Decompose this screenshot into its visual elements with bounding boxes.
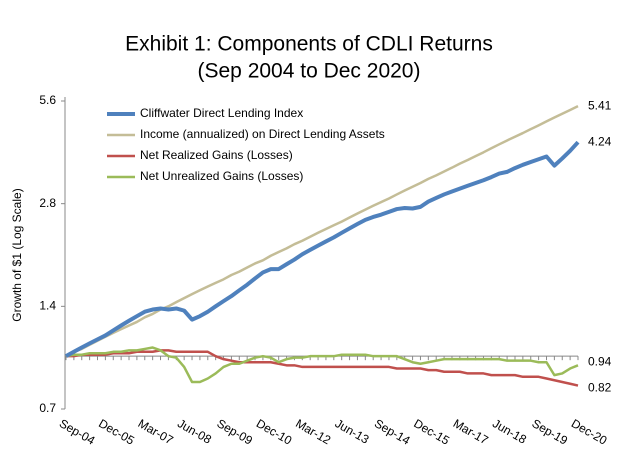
line-series	[65, 104, 579, 358]
x-tick-label: Sep-14	[372, 416, 413, 448]
x-tick-label: Mar-12	[293, 416, 333, 447]
end-label: 0.82	[588, 381, 612, 395]
legend-label: Income (annualized) on Direct Lending As…	[140, 127, 385, 141]
end-label: 0.94	[588, 355, 612, 369]
line-series	[65, 140, 580, 358]
x-tick-label: Jun-18	[490, 416, 529, 447]
x-tick-label: Dec-20	[569, 416, 610, 448]
legend-label: Cliffwater Direct Lending Index	[140, 106, 303, 120]
y-tick-label: 5.6	[39, 93, 56, 107]
end-label: 5.41	[588, 98, 612, 112]
y-tick-label: 2.8	[39, 196, 56, 210]
x-tick-label: Dec-05	[96, 416, 137, 448]
y-tick-label: 0.7	[39, 401, 56, 415]
y-axis-label: Growth of $1 (Log Scale)	[10, 188, 24, 321]
x-tick-label: Mar-07	[136, 416, 176, 447]
x-tick-label: Sep-04	[57, 416, 98, 448]
chart-subtitle: (Sep 2004 to Dec 2020)	[198, 60, 421, 83]
x-tick-label: Jun-13	[333, 416, 372, 447]
x-tick-label: Mar-17	[451, 416, 491, 447]
line-series	[66, 349, 579, 387]
y-tick-label: 1.4	[39, 299, 56, 313]
chart-title: Exhibit 1: Components of CDLI Returns	[125, 33, 493, 56]
line-series	[65, 346, 579, 384]
x-tick-label: Sep-09	[214, 416, 255, 448]
x-tick-label: Jun-08	[175, 416, 214, 447]
x-tick-label: Dec-10	[254, 416, 295, 448]
legend-label: Net Unrealized Gains (Losses)	[140, 169, 303, 183]
x-tick-label: Dec-15	[411, 416, 452, 448]
x-tick-label: Sep-19	[530, 416, 571, 448]
end-label: 4.24	[588, 134, 612, 148]
legend-label: Net Realized Gains (Losses)	[140, 148, 293, 162]
